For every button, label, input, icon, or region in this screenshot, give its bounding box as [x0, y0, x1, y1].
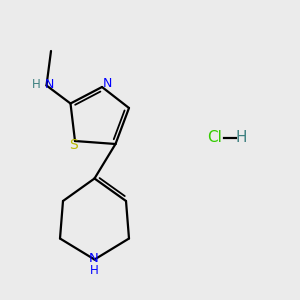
Text: S: S: [69, 138, 78, 152]
Text: H: H: [90, 263, 99, 277]
Text: H: H: [32, 77, 40, 91]
Text: N: N: [89, 251, 99, 265]
Text: Cl: Cl: [207, 130, 222, 146]
Text: H: H: [236, 130, 247, 146]
Text: N: N: [103, 77, 112, 90]
Text: N: N: [45, 77, 54, 91]
